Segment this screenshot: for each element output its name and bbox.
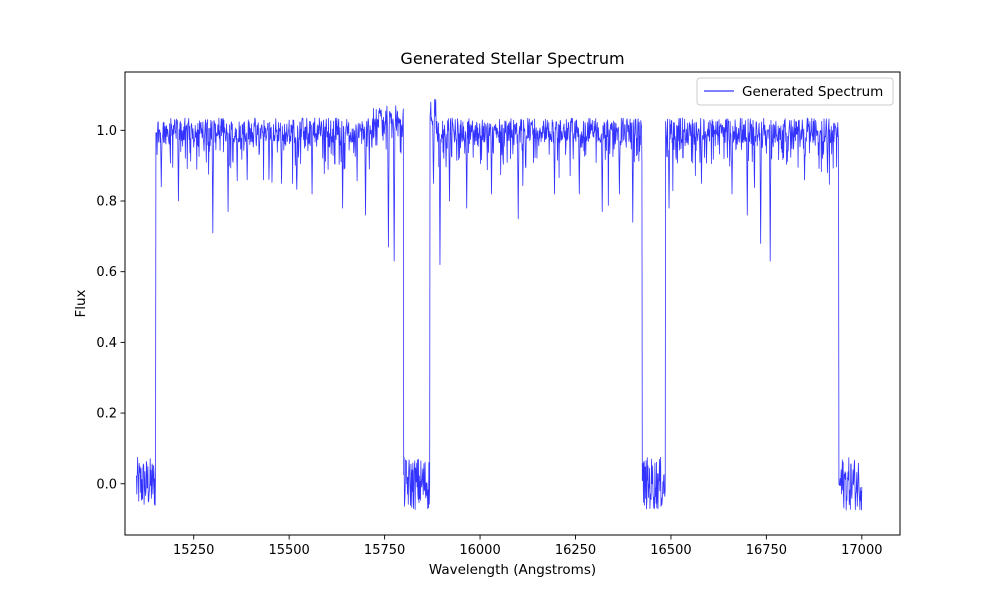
x-tick-label: 15750 (364, 543, 405, 558)
x-tick-label: 16500 (650, 543, 691, 558)
x-tick-label: 17000 (841, 543, 882, 558)
x-axis: 15250 15500 15750 16000 16250 16500 16750 17000 (173, 535, 883, 558)
legend-box (696, 77, 894, 106)
y-tick-label: 1.0 (96, 124, 117, 139)
spectrum-line (136, 98, 863, 511)
y-tick-label: 0.2 (96, 407, 117, 422)
legend: Generated Spectrum (696, 77, 894, 106)
x-tick-label: 15250 (173, 543, 214, 558)
axes-frame (124, 71, 901, 536)
x-tick-label: 16000 (459, 543, 500, 558)
x-tick-label: 16250 (555, 543, 596, 558)
y-tick-label: 0.6 (96, 265, 117, 280)
y-tick-label: 0.0 (96, 477, 117, 492)
x-axis-label: Wavelength (Angstroms) (429, 562, 596, 578)
y-axis: 0.0 0.2 0.4 0.6 0.8 1.0 (96, 124, 125, 492)
series-group (136, 98, 863, 511)
x-tick-label: 16750 (746, 543, 787, 558)
y-tick-label: 0.4 (96, 336, 117, 351)
y-tick-label: 0.8 (96, 195, 117, 210)
chart-title: Generated Stellar Spectrum (400, 49, 624, 68)
plot-area (136, 98, 863, 511)
y-axis-label: Flux (73, 289, 89, 317)
legend-label: Generated Spectrum (742, 84, 883, 100)
x-tick-label: 15500 (268, 543, 309, 558)
